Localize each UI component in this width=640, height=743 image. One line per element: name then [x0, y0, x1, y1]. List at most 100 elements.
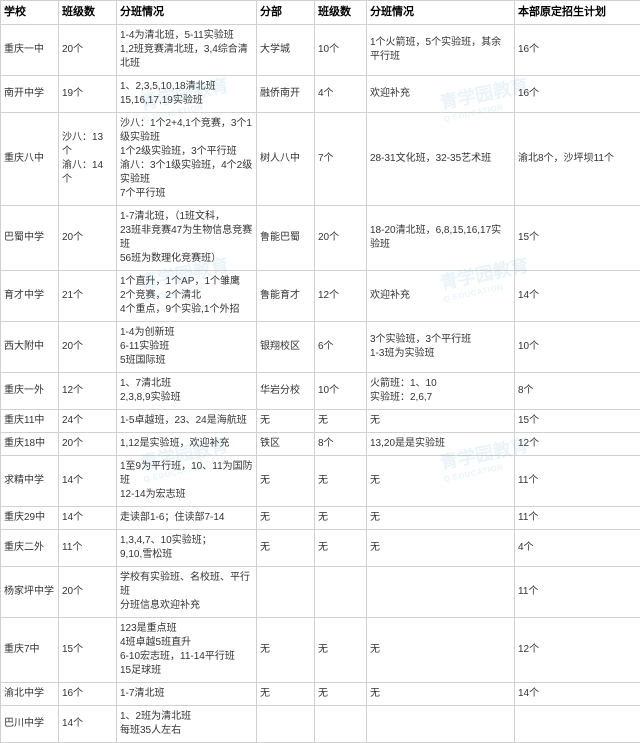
table-cell: 1-4为创新班6-11实验班5班国际班 — [117, 322, 257, 373]
table-cell: 1,3,4,7、10实验班；9,10,雪松班 — [117, 530, 257, 567]
table-cell — [315, 567, 367, 618]
table-cell: 7个 — [315, 113, 367, 206]
table-row: 南开中学19个1、2,3,5,10,18清北班15,16,17,19实验班融侨南… — [1, 76, 640, 113]
table-cell: 14个 — [59, 507, 117, 530]
table-cell: 无 — [367, 507, 515, 530]
table-cell: 1个火箭班，5个实验班，其余平行班 — [367, 25, 515, 76]
table-cell: 沙八：13个渝八：14个 — [59, 113, 117, 206]
table-cell: 14个 — [515, 683, 640, 706]
table-row: 巴川中学14个1、2班为清北班每班35人左右 — [1, 706, 640, 743]
table-cell: 10个 — [515, 322, 640, 373]
table-row: 重庆7中15个123是重点班4班卓越5班直升6-10宏志班，11-14平行班15… — [1, 618, 640, 683]
table-row: 育才中学21个1个直升，1个AP，1个雏鹰2个竞赛，2个清北4个重点，9个实验,… — [1, 271, 640, 322]
table-cell: 11个 — [59, 530, 117, 567]
table-cell: 火箭班：1、10实验班：2,6,7 — [367, 373, 515, 410]
table-cell: 重庆7中 — [1, 618, 59, 683]
table-cell: 1、2班为清北班每班35人左右 — [117, 706, 257, 743]
table-cell: 15个 — [515, 410, 640, 433]
table-cell: 渝北中学 — [1, 683, 59, 706]
table-cell: 4个 — [515, 530, 640, 567]
table-cell: 学校有实验班、名校班、平行班分班信息欢迎补充 — [117, 567, 257, 618]
table-cell: 鲁能巴蜀 — [257, 206, 315, 271]
table-cell: 无 — [257, 530, 315, 567]
col-branchinfo: 分班情况 — [367, 1, 515, 25]
table-cell: 无 — [257, 410, 315, 433]
table-row: 重庆八中沙八：13个渝八：14个沙八：1个2+4,1个竞赛，3个1级实验班1个2… — [1, 113, 640, 206]
table-cell: 1-7清北班，（1班文科，23班非竞赛47为生物信息竞赛班56班为数理化竞赛班） — [117, 206, 257, 271]
table-cell: 无 — [257, 507, 315, 530]
table-cell: 16个 — [59, 683, 117, 706]
table-cell: 11个 — [515, 567, 640, 618]
table-row: 重庆一中20个1-4为清北班，5-11实验班1,2班竞赛清北班，3,4综合清北班… — [1, 25, 640, 76]
col-classcount: 班级数 — [59, 1, 117, 25]
table-cell: 14个 — [59, 456, 117, 507]
table-cell: 无 — [367, 456, 515, 507]
table-cell: 1-5卓越班，23、24是海航班 — [117, 410, 257, 433]
table-cell: 8个 — [515, 373, 640, 410]
table-cell: 20个 — [59, 25, 117, 76]
table-cell: 铁区 — [257, 433, 315, 456]
table-cell: 21个 — [59, 271, 117, 322]
table-cell: 无 — [367, 618, 515, 683]
table-cell: 无 — [257, 456, 315, 507]
table-cell: 20个 — [59, 322, 117, 373]
table-cell: 重庆一外 — [1, 373, 59, 410]
table-row: 重庆二外11个1,3,4,7、10实验班；9,10,雪松班无无无4个 — [1, 530, 640, 567]
table-cell: 西大附中 — [1, 322, 59, 373]
table-cell: 融侨南开 — [257, 76, 315, 113]
table-cell: 无 — [257, 618, 315, 683]
table-cell: 无 — [315, 456, 367, 507]
table-cell: 12个 — [59, 373, 117, 410]
table-cell — [257, 706, 315, 743]
school-table: 学校 班级数 分班情况 分部 班级数 分班情况 本部原定招生计划 重庆一中20个… — [0, 0, 640, 743]
table-cell: 12个 — [515, 618, 640, 683]
table-cell: 1-7清北班 — [117, 683, 257, 706]
table-cell: 1,12是实验班，欢迎补充 — [117, 433, 257, 456]
table-cell: 重庆11中 — [1, 410, 59, 433]
table-cell — [315, 706, 367, 743]
table-cell: 银翔校区 — [257, 322, 315, 373]
table-cell — [515, 706, 640, 743]
table-cell — [367, 706, 515, 743]
table-row: 重庆一外12个1、7清北班2,3,8,9实验班华岩分校10个火箭班：1、10实验… — [1, 373, 640, 410]
table-cell: 16个 — [515, 76, 640, 113]
table-cell: 16个 — [515, 25, 640, 76]
table-cell: 无 — [367, 683, 515, 706]
table-cell: 1、7清北班2,3,8,9实验班 — [117, 373, 257, 410]
table-cell — [367, 567, 515, 618]
col-plan: 本部原定招生计划 — [515, 1, 640, 25]
table-cell: 无 — [367, 530, 515, 567]
table-cell: 重庆29中 — [1, 507, 59, 530]
table-row: 重庆18中20个1,12是实验班，欢迎补充铁区8个13,20是是实验班12个 — [1, 433, 640, 456]
table-row: 杨家坪中学20个学校有实验班、名校班、平行班分班信息欢迎补充11个 — [1, 567, 640, 618]
table-cell: 20个 — [59, 433, 117, 456]
table-cell: 1个直升，1个AP，1个雏鹰2个竞赛，2个清北4个重点，9个实验,1个外招 — [117, 271, 257, 322]
table-cell: 11个 — [515, 456, 640, 507]
table-cell: 20个 — [59, 567, 117, 618]
table-cell: 13,20是是实验班 — [367, 433, 515, 456]
table-row: 重庆11中24个1-5卓越班，23、24是海航班无无无15个 — [1, 410, 640, 433]
table-cell: 重庆18中 — [1, 433, 59, 456]
table-cell: 树人八中 — [257, 113, 315, 206]
table-cell: 重庆二外 — [1, 530, 59, 567]
table-row: 西大附中20个1-4为创新班6-11实验班5班国际班银翔校区6个3个实验班，3个… — [1, 322, 640, 373]
table-cell: 6个 — [315, 322, 367, 373]
table-cell: 南开中学 — [1, 76, 59, 113]
table-cell: 华岩分校 — [257, 373, 315, 410]
table-cell: 14个 — [59, 706, 117, 743]
table-cell: 123是重点班4班卓越5班直升6-10宏志班，11-14平行班15足球班 — [117, 618, 257, 683]
table-cell: 24个 — [59, 410, 117, 433]
table-cell: 19个 — [59, 76, 117, 113]
table-cell: 20个 — [59, 206, 117, 271]
table-cell: 无 — [257, 683, 315, 706]
table-cell: 8个 — [315, 433, 367, 456]
table-row: 巴蜀中学20个1-7清北班，（1班文科，23班非竞赛47为生物信息竞赛班56班为… — [1, 206, 640, 271]
table-cell: 3个实验班，3个平行班1-3班为实验班 — [367, 322, 515, 373]
col-classinfo: 分班情况 — [117, 1, 257, 25]
table-cell: 10个 — [315, 25, 367, 76]
table-cell: 渝北8个，沙坪坝11个 — [515, 113, 640, 206]
table-cell: 15个 — [515, 206, 640, 271]
table-cell: 欢迎补充 — [367, 271, 515, 322]
col-branchcount: 班级数 — [315, 1, 367, 25]
col-branch: 分部 — [257, 1, 315, 25]
